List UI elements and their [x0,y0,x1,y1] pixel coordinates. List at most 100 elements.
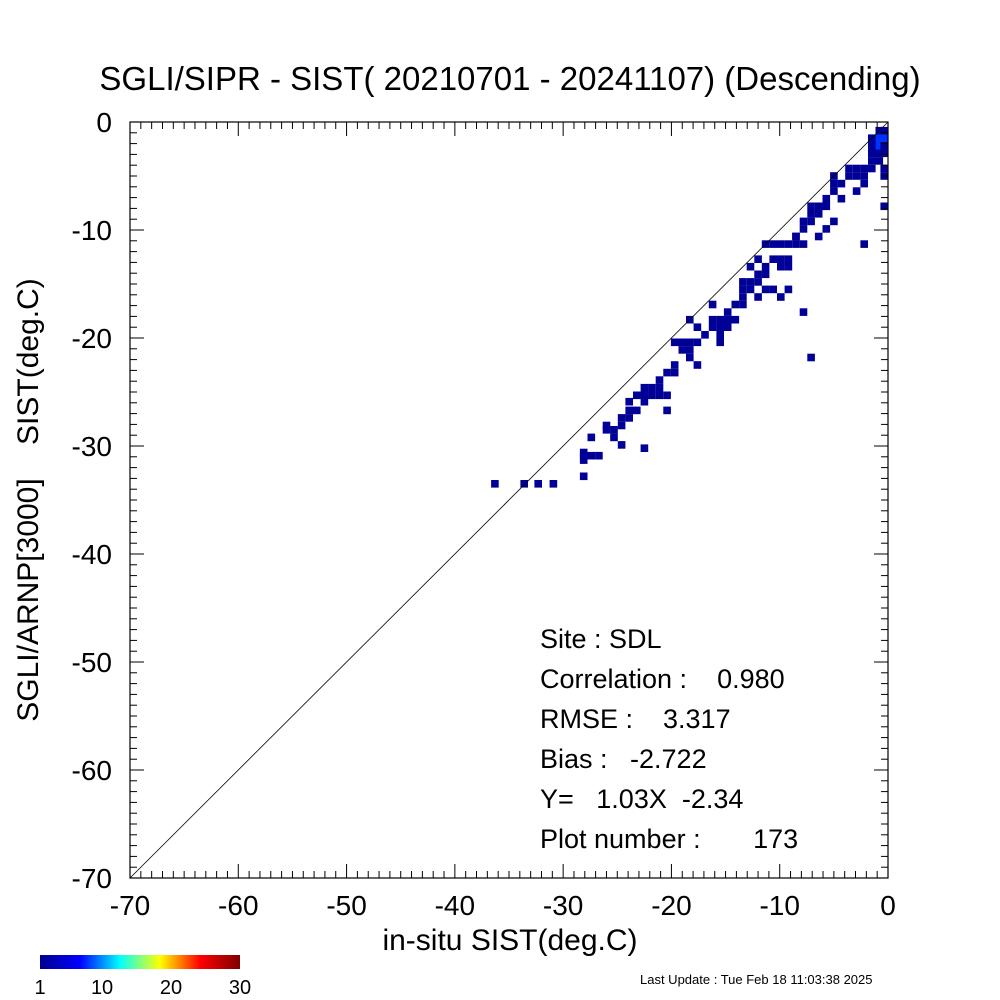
density-cell [534,480,542,488]
density-cell [602,426,611,434]
density-cell [754,278,762,286]
colorbar-labels: 1 10 20 30 [34,977,251,999]
density-cell [633,391,641,400]
density-cell [814,232,823,241]
density-cell [633,406,641,415]
density-cell [807,202,815,211]
density-cell [587,433,596,442]
density-cell [625,406,633,415]
density-cell [868,149,876,158]
density-cell [723,323,732,331]
chart-title: SGLI/SIPR - SIST( 20210701 - 20241107) (… [99,60,920,97]
x-tick-labels: -70 -60 -50 -40 -30 -20 -10 0 [110,890,896,921]
density-cell [784,240,793,248]
density-cell [670,338,679,347]
density-cell [723,308,732,316]
density-cell [746,285,755,294]
density-cell [746,278,755,286]
density-cell [617,421,626,430]
density-cell [670,361,679,369]
density-cell [625,397,633,406]
density-cell [640,391,649,400]
density-cell [807,210,815,218]
density-cell [769,255,777,263]
minor-ticks [130,122,888,878]
density-cell [792,232,800,241]
density-cell [701,331,709,339]
x-tick-label: -50 [326,890,366,921]
density-cell [880,126,888,135]
density-cell [579,448,588,457]
density-cell [830,187,838,195]
last-update-text: Last Update : Tue Feb 18 11:03:38 2025 [640,972,873,987]
density-cell [617,414,626,422]
density-cell [769,285,777,294]
density-cell [860,240,868,248]
stats-correlation: Correlation : 0.980 [540,664,785,694]
density-cell [845,172,853,180]
density-cell [754,255,762,263]
y-tick-label: -60 [72,755,112,786]
density-cell [655,376,664,384]
x-tick-label: -60 [218,890,258,921]
y-tick-label: -40 [72,539,112,570]
stats-block: Site : SDL Correlation : 0.980 RMSE : 3.… [540,624,798,854]
density-cell [655,391,664,400]
density-cell [880,142,888,150]
density-cell [708,315,717,324]
density-cell [754,293,762,301]
density-cell [777,262,785,271]
density-cell [777,293,785,301]
stats-equation: Y= 1.03X -2.34 [540,784,743,814]
x-tick-label: 0 [880,890,896,921]
density-cell [837,179,846,188]
y-tick-labels: 0 -10 -20 -30 -40 -50 -60 -70 [72,107,112,894]
density-cell [739,285,747,294]
density-cell [875,134,884,142]
density-cell [845,164,853,173]
density-cell [693,361,702,369]
colorbar-tick-label: 1 [34,977,45,999]
density-cell [822,225,831,233]
density-cell [739,293,747,301]
density-cell [716,331,724,339]
density-cell [837,194,846,203]
density-cell [875,157,884,165]
density-cell [814,210,823,218]
density-cell [693,338,702,347]
x-tick-label: -10 [759,890,799,921]
x-tick-label: -20 [651,890,691,921]
density-cell [686,346,694,354]
density-cell [678,346,687,354]
density-cell [868,157,876,165]
density-cell [731,300,740,309]
density-cell [860,179,868,188]
density-cell [814,202,823,211]
stats-site: Site : SDL [540,624,662,654]
density-cell [822,202,831,211]
density-cell [640,383,649,392]
density-cells [491,126,888,488]
density-cell [830,217,838,226]
density-cell [648,383,656,392]
density-cell [830,179,838,188]
density-cell [754,270,762,279]
density-cell [746,262,755,271]
density-cell [852,187,861,195]
density-cell [587,451,596,460]
y-tick-label: -70 [72,863,112,894]
density-cell [868,164,876,173]
density-cell [579,472,588,481]
plot-frame [129,121,889,879]
y-tick-label: 0 [96,107,112,138]
density-cell [640,397,649,406]
y-tick-label: -50 [72,647,112,678]
density-cell [868,142,876,150]
density-cell [799,240,808,248]
density-cell [716,338,724,347]
density-cell [769,240,777,248]
colorbar [40,955,240,969]
density-cell [663,391,671,400]
colorbar-tick-label: 10 [91,977,113,999]
density-cell [784,285,793,294]
